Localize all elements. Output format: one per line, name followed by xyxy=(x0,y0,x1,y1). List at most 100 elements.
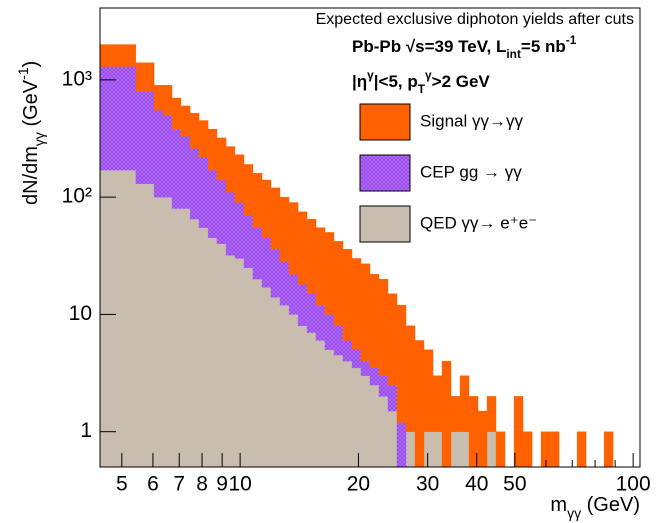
x-tick-label: 100 xyxy=(616,473,651,496)
histogram-bar xyxy=(261,179,272,239)
histogram-bar xyxy=(189,218,200,468)
histogram-bar xyxy=(279,304,290,468)
y-tick-label: 1 xyxy=(80,419,92,442)
histogram-bar xyxy=(387,293,398,386)
histogram-bar xyxy=(369,384,380,468)
histogram-bar xyxy=(234,258,245,468)
chart-title: Expected exclusive diphoton yields after… xyxy=(316,11,634,28)
histogram-bar xyxy=(486,396,497,432)
histogram-bar xyxy=(576,431,587,468)
annotation: Pb-Pb √s=39 TeV, Lint=5 nb-1 xyxy=(352,33,577,61)
histogram-bar xyxy=(369,367,380,386)
histogram-bar xyxy=(207,237,218,468)
histogram-bar xyxy=(216,137,227,181)
histogram-bar xyxy=(144,91,155,184)
histogram-bar xyxy=(270,187,281,250)
annotation-part: Pb-Pb √s=39 TeV, L xyxy=(352,37,506,56)
histogram-bar xyxy=(351,258,362,350)
histogram-bar xyxy=(324,232,335,315)
histogram-bar xyxy=(99,44,110,67)
histogram-bar xyxy=(423,349,434,432)
histogram-bar xyxy=(144,183,155,468)
histogram-bar xyxy=(270,248,281,298)
histogram-bar xyxy=(234,154,245,203)
histogram-bar xyxy=(351,349,362,369)
plot-frame xyxy=(99,7,641,468)
histogram-bar xyxy=(180,136,191,209)
annotation-part: |<5, p xyxy=(374,72,418,91)
histogram-bar xyxy=(387,410,398,468)
histogram-bar xyxy=(324,314,335,350)
histogram-bar xyxy=(432,375,443,432)
x-axis-label-part: (GeV) xyxy=(581,494,640,516)
histogram-bar xyxy=(414,340,425,468)
legend-label: CEP gg → γγ xyxy=(420,162,522,181)
histogram-bar xyxy=(225,146,236,193)
annotation: |ηγ|<5, pTγ>2 GeV xyxy=(352,68,490,96)
histogram-bar xyxy=(189,148,200,220)
histogram-bar xyxy=(234,202,245,259)
legend-label: QED γγ→ e⁺e⁻ xyxy=(420,213,537,232)
histogram-bar xyxy=(549,431,560,468)
histogram-bar xyxy=(135,62,146,92)
histogram-bar xyxy=(396,422,407,468)
histogram-bar xyxy=(423,431,434,468)
histogram-bar xyxy=(243,215,254,268)
legend-swatch xyxy=(359,103,411,141)
legend-label: Signal γγ→γγ xyxy=(420,111,523,130)
histogram-bar xyxy=(441,360,452,468)
histogram-bar xyxy=(495,431,506,468)
histogram-bar xyxy=(270,297,281,468)
histogram-bar xyxy=(171,128,182,209)
histogram-bar xyxy=(378,278,389,376)
x-axis-label-part: m xyxy=(550,494,567,516)
x-axis-label: mγγ (GeV) xyxy=(550,494,640,520)
histogram-bar xyxy=(450,396,461,432)
histogram-bar xyxy=(198,227,209,468)
annotation-part: |η xyxy=(352,72,367,91)
y-tick-label: 10² xyxy=(62,185,92,208)
x-tick-label: 6 xyxy=(147,473,159,496)
histogram-bar xyxy=(171,97,182,130)
annotation-part: >2 GeV xyxy=(432,72,491,91)
histogram-bar xyxy=(288,314,299,468)
histogram-bar xyxy=(378,396,389,468)
x-tick-label: 10 xyxy=(228,473,251,496)
histogram-bar xyxy=(279,196,290,263)
histogram-bar xyxy=(360,375,371,468)
legend-swatch xyxy=(359,154,411,192)
histogram-bar xyxy=(108,44,119,67)
histogram-bar xyxy=(432,431,443,468)
histogram-bar xyxy=(162,196,173,468)
histogram-bar xyxy=(198,156,209,228)
histogram-bar xyxy=(126,44,137,67)
histogram-bar xyxy=(135,91,146,184)
histogram-bar xyxy=(261,287,272,468)
annotation-part: γ xyxy=(425,68,432,82)
x-tick-label: 50 xyxy=(503,473,526,496)
histogram-bar xyxy=(135,183,146,468)
histogram-bar xyxy=(477,410,488,468)
histogram-bar xyxy=(324,349,335,468)
histogram-bar xyxy=(342,340,353,362)
histogram-bar xyxy=(405,325,416,432)
annotation-part: -1 xyxy=(566,33,577,47)
y-tick-label: 10³ xyxy=(62,67,92,90)
annotation-part: T xyxy=(418,82,426,96)
histogram-bar xyxy=(126,169,137,468)
histogram-bar xyxy=(252,227,263,280)
histogram-bar xyxy=(153,196,164,468)
histogram-bar xyxy=(396,304,407,423)
x-tick-label: 7 xyxy=(173,473,185,496)
legend-swatch xyxy=(359,205,411,243)
histogram-bar xyxy=(207,169,218,239)
histogram-bar xyxy=(216,243,227,468)
histogram-bar xyxy=(126,66,137,171)
histogram-bar xyxy=(252,173,263,228)
histogram-bar xyxy=(369,274,380,369)
histogram-bar xyxy=(486,431,497,468)
histogram-bar xyxy=(162,85,173,116)
histogram-bar xyxy=(225,254,236,468)
histogram-bar xyxy=(153,110,164,198)
